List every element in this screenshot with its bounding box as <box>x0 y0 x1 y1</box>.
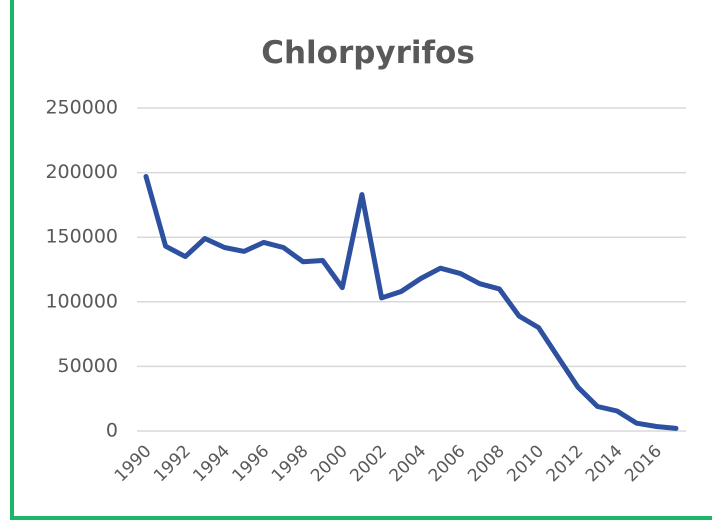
bottom-border <box>10 516 712 520</box>
y-tick-label: 0 <box>106 420 118 442</box>
data-line <box>143 174 679 431</box>
y-tick-label: 250000 <box>45 97 118 119</box>
left-border <box>10 0 14 520</box>
y-tick-label: 50000 <box>58 355 118 377</box>
y-tick-label: 150000 <box>45 226 118 248</box>
y-tick-label: 100000 <box>45 290 118 312</box>
y-tick-label: 200000 <box>45 161 118 183</box>
chart-title: Chlorpyrifos <box>261 35 475 71</box>
